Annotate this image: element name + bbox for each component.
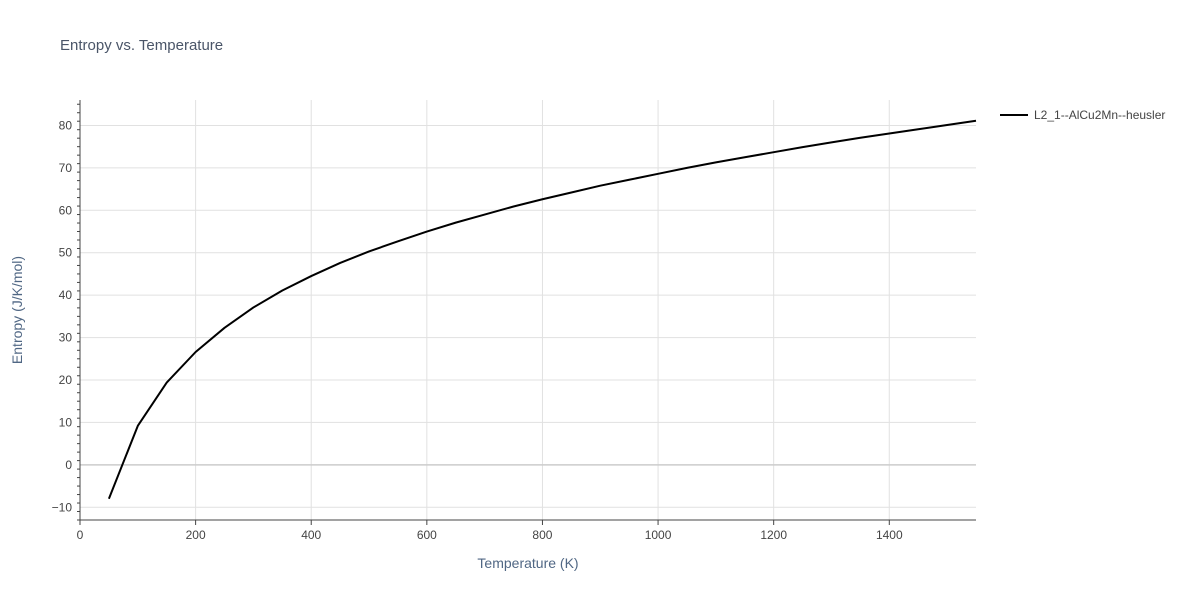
x-tick-label: 0: [77, 528, 84, 542]
y-tick-label: 50: [59, 246, 73, 260]
y-tick-label: 40: [59, 288, 73, 302]
x-axis-title: Temperature (K): [477, 555, 578, 571]
series-line-0[interactable]: [107, 119, 977, 500]
legend[interactable]: L2_1--AlCu2Mn--heusler: [1000, 108, 1165, 122]
y-tick-label: 60: [59, 203, 73, 217]
y-tick-label: 20: [59, 373, 73, 387]
x-tick-label: 1200: [760, 528, 787, 542]
y-tick-label: 30: [59, 331, 73, 345]
chart-title: Entropy vs. Temperature: [60, 37, 223, 54]
x-tick-label: 1000: [645, 528, 672, 542]
axes-layer: 0 200 400 600 800 1000 1200 1400 −10 0 10 20 30 40 50 6…: [52, 100, 976, 542]
legend-label: L2_1--AlCu2Mn--heusler: [1034, 108, 1165, 122]
grid-layer: [80, 100, 976, 520]
y-tick-label: −10: [52, 500, 73, 514]
y-tick-label: 80: [59, 118, 73, 132]
series-layer: [107, 119, 977, 500]
x-tick-label: 800: [532, 528, 552, 542]
y-axis-title: Entropy (J/K/mol): [9, 256, 25, 364]
x-tick-label: 1400: [876, 528, 903, 542]
x-tick-label: 600: [417, 528, 437, 542]
y-tick-label: 10: [59, 415, 73, 429]
x-tick-label: 400: [301, 528, 321, 542]
x-tick-label: 200: [186, 528, 206, 542]
y-tick-label: 0: [65, 458, 72, 472]
y-tick-label: 70: [59, 161, 73, 175]
